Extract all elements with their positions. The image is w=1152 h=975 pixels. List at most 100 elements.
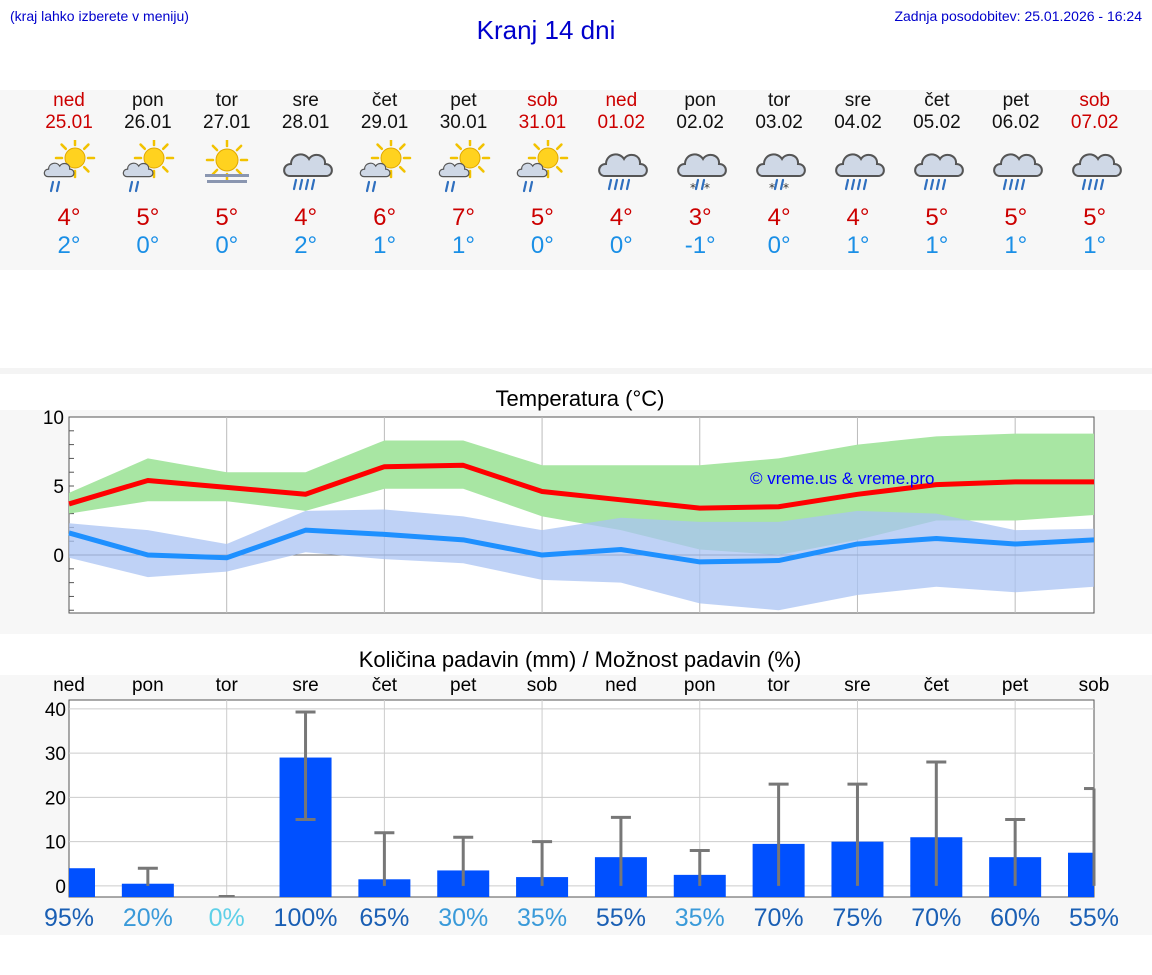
day-name: pon	[132, 90, 164, 111]
day-date: 05.02	[913, 112, 961, 133]
precip-day-label: sob	[526, 675, 558, 696]
precip-day-label: ned	[605, 675, 637, 696]
forecast-day: ned 25.01 4° 2°	[30, 90, 108, 260]
precip-day-label: tor	[767, 675, 790, 696]
forecast-day: pon 26.01 5° 0°	[109, 90, 187, 260]
day-date: 27.01	[203, 112, 251, 133]
location-menu-hint[interactable]: (kraj lahko izberete v meniju)	[10, 8, 189, 24]
temp-min: 0°	[136, 232, 160, 259]
day-date: 01.02	[597, 112, 646, 133]
forecast-day: pet 30.01 7° 1°	[425, 90, 503, 260]
precip-chance: 55%	[1068, 904, 1120, 932]
daily-forecast-strip: ned 25.01 4° 2° pon 26.01 5° 0° tor 27.01 5° 0° sre 2…	[0, 90, 1152, 270]
temp-min: 2°	[57, 232, 81, 259]
svg-text:*: *	[704, 181, 710, 195]
temp-min: 1°	[1004, 232, 1028, 259]
forecast-day: čet 29.01 6° 1°	[346, 90, 424, 260]
precip-day-label: pet	[450, 675, 477, 696]
divider	[0, 368, 1152, 374]
temp-min: -1°	[684, 232, 716, 259]
day-date: 29.01	[360, 112, 409, 133]
day-date: 03.02	[755, 112, 803, 133]
temp-max: 5°	[1083, 204, 1107, 231]
y-tick-label: 5	[53, 477, 64, 498]
temp-max: 4°	[57, 204, 81, 231]
temp-max: 6°	[373, 204, 397, 231]
svg-text:*: *	[783, 181, 789, 195]
sun-fog-icon	[204, 140, 249, 183]
temp-min: 1°	[1083, 232, 1107, 259]
precip-bar	[516, 877, 569, 897]
temp-max: 5°	[215, 204, 239, 231]
min-temp-line	[68, 527, 1095, 565]
cloud-rain-icon	[992, 153, 1043, 191]
day-name: tor	[215, 90, 238, 111]
forecast-day: sob 07.02 5° 1°	[1056, 90, 1134, 260]
min-temp-band	[69, 509, 1094, 611]
day-name: sre	[844, 90, 872, 111]
day-name: tor	[768, 90, 791, 111]
precip-chance: 75%	[832, 904, 883, 932]
day-date: 30.01	[439, 112, 488, 133]
watermark: © vreme.us & vreme.pro	[750, 469, 934, 488]
day-date: 26.01	[124, 112, 172, 133]
precip-day-label: sre	[292, 675, 319, 696]
precip-day-label: tor	[215, 675, 238, 696]
precip-chance: 60%	[990, 904, 1041, 932]
y-tick-label: 10	[43, 408, 64, 429]
precip-day-label: sre	[844, 675, 871, 696]
forecast-day: pet 06.02 5° 1°	[977, 90, 1055, 260]
precip-chance: 95%	[43, 904, 95, 932]
day-name: čet	[924, 90, 950, 111]
temp-max: 7°	[452, 204, 475, 231]
svg-text:*: *	[690, 181, 696, 195]
temp-max: 4°	[609, 204, 633, 231]
temp-max: 5°	[530, 204, 554, 231]
day-date: 06.02	[992, 112, 1040, 133]
precip-day-label: čet	[923, 675, 949, 696]
temp-max: 4°	[767, 204, 791, 231]
cloud-rain-icon	[1071, 153, 1122, 191]
precip-chance: 20%	[122, 904, 173, 932]
cloud-sleet-icon: * *	[677, 153, 728, 195]
day-name: čet	[371, 90, 398, 111]
cloud-rain-icon	[914, 153, 964, 191]
day-name: pet	[1002, 90, 1029, 111]
temp-min: 1°	[846, 232, 870, 259]
temp-max: 4°	[294, 204, 318, 231]
svg-text:*: *	[769, 181, 775, 195]
temp-min: 2°	[294, 232, 318, 259]
precip-day-label: čet	[371, 675, 398, 696]
precip-chance: 0%	[208, 904, 245, 932]
day-name: ned	[53, 90, 85, 111]
temp-max: 4°	[846, 204, 870, 231]
y-tick-label: 0	[53, 546, 64, 567]
precip-bar	[121, 883, 174, 897]
precip-bar	[69, 868, 95, 897]
forecast-day: sob 31.01 5° 0°	[503, 90, 581, 260]
precip-chance: 100%	[273, 904, 338, 932]
precip-bar	[1068, 852, 1094, 897]
precip-chance: 70%	[911, 904, 962, 932]
temp-min: 1°	[373, 232, 397, 259]
day-name: sob	[1079, 90, 1110, 111]
last-update: Zadnja posodobitev: 25.01.2026 - 16:24	[894, 8, 1142, 24]
day-date: 25.01	[45, 112, 93, 133]
y-tick-label: 30	[45, 744, 66, 765]
max-temp-line	[68, 462, 1094, 511]
precip-day-label: pet	[1001, 675, 1029, 696]
forecast-day: sre 28.01 4° 2°	[267, 90, 345, 260]
day-date: 02.02	[676, 112, 724, 133]
cloud-rain-icon	[282, 153, 333, 191]
precip-day-label: ned	[53, 675, 85, 696]
temp-min: 0°	[530, 232, 554, 259]
precip-day-label: pon	[683, 675, 716, 696]
day-date: 04.02	[834, 112, 882, 133]
precip-chance: 55%	[595, 904, 646, 932]
forecast-day: tor 27.01 5° 0°	[188, 90, 266, 260]
y-tick-label: 40	[45, 700, 66, 721]
forecast-day: ned 01.02 4° 0°	[582, 90, 660, 260]
cloud-sleet-icon: * *	[756, 153, 806, 195]
sun-cloud-rain-icon	[43, 140, 96, 193]
